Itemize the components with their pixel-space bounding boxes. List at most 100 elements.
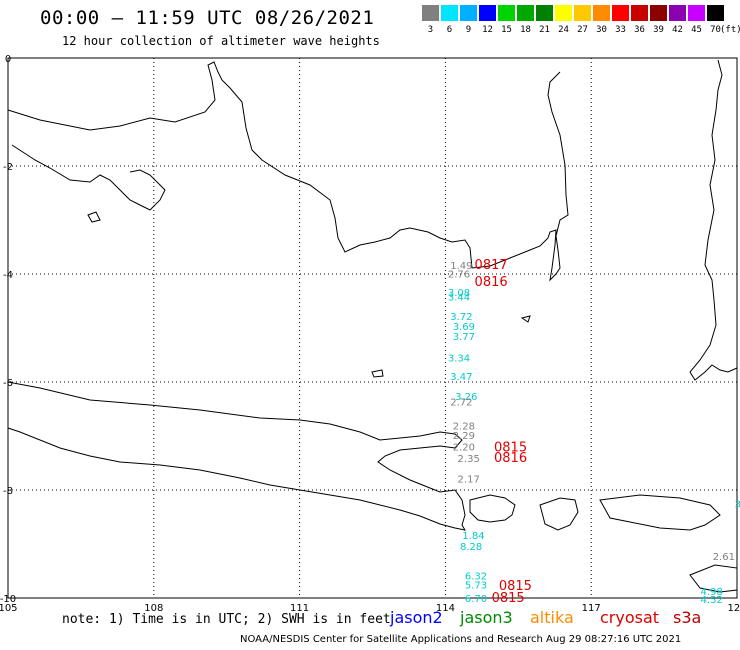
scale-label: 42 [672, 25, 683, 35]
map-frame [7, 57, 738, 599]
small-island-3 [87, 211, 101, 223]
lon-tick-label: 117 [582, 603, 601, 614]
scale-swatch [422, 5, 439, 21]
wave-height-label: 3.77 [453, 332, 475, 343]
wave-height-label: 3.47 [450, 372, 472, 383]
wave-height-label: 1.49 [450, 261, 472, 272]
wave-height-label: 5.73 [465, 581, 487, 592]
sulawesi-coast [689, 59, 738, 381]
satellite-cryosat: cryosat [600, 608, 660, 627]
wave-height-label: 3.72 [450, 312, 472, 323]
wave-height-label: 2.28 [453, 422, 475, 433]
lat-tick-label: -8 [3, 486, 13, 497]
wave-height-label: 8.28 [460, 542, 482, 553]
lat-tick-label: 0 [5, 54, 11, 65]
satellite-altika: altika [530, 608, 574, 627]
scale-label: 18 [520, 25, 531, 35]
lat-tick-label: -4 [3, 270, 13, 281]
satellite-jason2: jason2 [390, 608, 443, 627]
observation-labels: 1.492.763.083.443.723.693.773.343.473.26… [448, 258, 740, 606]
scale-label: 12 [482, 25, 493, 35]
scale-label: 45 [691, 25, 702, 35]
pass-time-label: 0815 [492, 591, 525, 606]
lon-tick-label: 114 [436, 603, 455, 614]
wave-height-label: 3.2 [735, 500, 740, 511]
graticule: 105 108 111 114 117 120 0 -2 -4 -6 -8 -10 [0, 54, 740, 614]
scale-swatch [517, 5, 534, 21]
wave-height-label: 3.34 [448, 354, 470, 365]
coastlines [7, 59, 738, 593]
lon-tick-label: 105 [0, 603, 18, 614]
pass-time-label: 0816 [494, 451, 527, 466]
pass-time-label: 0815 [494, 440, 527, 455]
scale-swatch [650, 5, 667, 21]
scale-swatch [593, 5, 610, 21]
map-subtitle: 12 hour collection of altimeter wave hei… [62, 34, 380, 48]
scale-swatch [631, 5, 648, 21]
scale-label: 70 [710, 25, 721, 35]
wave-height-label: 2.72 [450, 397, 472, 408]
scale-label: 9 [465, 25, 472, 35]
lat-tick-label: -2 [3, 162, 13, 173]
scale-label: 27 [577, 25, 588, 35]
lat-tick-label: -6 [3, 378, 13, 389]
small-island-1 [371, 369, 384, 378]
map-footer: NOAA/NESDIS Center for Satellite Applica… [240, 634, 682, 645]
map-title: 00:00 – 11:59 UTC 08/26/2021 [40, 7, 375, 29]
scale-unit: (ft) [720, 25, 740, 35]
scale-swatch [574, 5, 591, 21]
scale-swatch [536, 5, 553, 21]
scale-swatch [669, 5, 686, 21]
wave-height-label: 1.84 [462, 531, 484, 542]
sumbawa-coast [599, 494, 721, 531]
scale-swatch [498, 5, 515, 21]
lat-tick-label: -10 [0, 594, 16, 605]
lon-tick-label: 111 [290, 603, 309, 614]
wave-height-label: 2.20 [453, 442, 475, 453]
wave-height-label: 3.26 [455, 392, 477, 403]
scale-label: 39 [653, 25, 664, 35]
small-island-2 [520, 315, 531, 323]
scale-label: 3 [427, 25, 434, 35]
lon-tick-label: 120 [727, 603, 740, 614]
wave-height-label: 4.52 [701, 595, 723, 606]
scale-swatch [707, 5, 724, 21]
scale-label: 24 [558, 25, 569, 35]
borneo-bay [11, 144, 166, 211]
wave-height-label: 2.29 [453, 431, 475, 442]
pass-time-label: 0816 [475, 275, 508, 290]
pass-time-label: 0815 [499, 579, 532, 594]
scale-label: 30 [596, 25, 607, 35]
wave-height-label: 2.76 [448, 269, 470, 280]
wave-height-label: 3.69 [453, 322, 475, 333]
satellite-jason3: jason3 [460, 608, 513, 627]
wave-height-label: 3.08 [448, 288, 470, 299]
scale-label: 36 [634, 25, 645, 35]
wave-height-label: 4.98 [701, 587, 723, 598]
scale-swatch [555, 5, 572, 21]
scale-label: 21 [539, 25, 550, 35]
borneo-coast [7, 61, 569, 282]
wave-height-label: 2.17 [458, 475, 480, 486]
scale-swatch [688, 5, 705, 21]
pass-time-label: 0817 [475, 258, 508, 273]
lombok-coast [539, 497, 579, 531]
wave-height-label: 6.70 [465, 594, 487, 605]
scale-label: 6 [446, 25, 453, 35]
scale-label: 33 [615, 25, 626, 35]
wave-height-label: 2.61 [713, 552, 735, 563]
satellite-s3a: s3a [673, 608, 702, 627]
java-coast [7, 381, 467, 531]
lon-tick-label: 108 [144, 603, 163, 614]
wave-height-label: 2.35 [458, 454, 480, 465]
scale-swatch [460, 5, 477, 21]
scale-swatch [441, 5, 458, 21]
scale-swatch [612, 5, 629, 21]
wave-height-label: 3.44 [448, 293, 470, 304]
bali-coast [469, 494, 516, 523]
wave-height-label: 6.32 [465, 571, 487, 582]
scale-swatch [479, 5, 496, 21]
map-note: note: 1) Time is in UTC; 2) SWH is in fe… [62, 612, 391, 627]
scale-label: 15 [501, 25, 512, 35]
